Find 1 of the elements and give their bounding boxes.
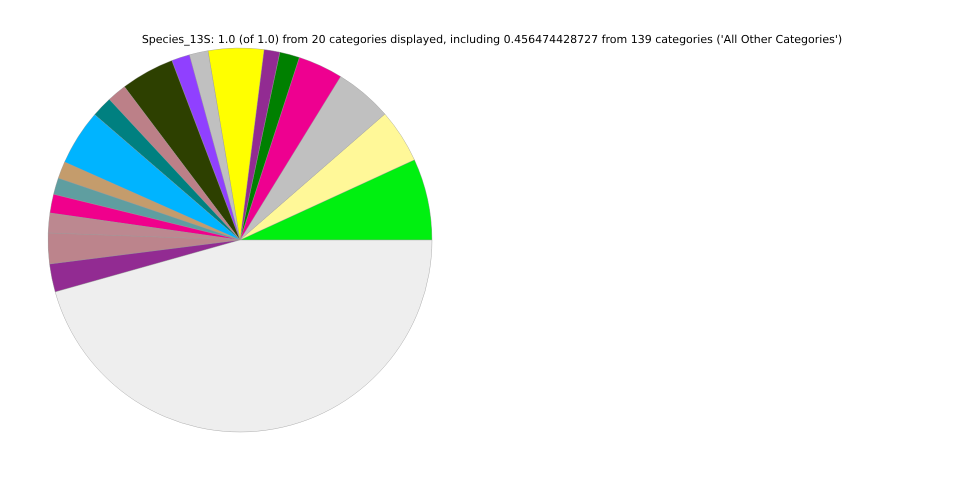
text: Species_13S: 1.0 (of 1.0) from 20 categories displayed, including 0.456474428727 from 139 categories ('All Other Categories') — [142, 33, 842, 46]
